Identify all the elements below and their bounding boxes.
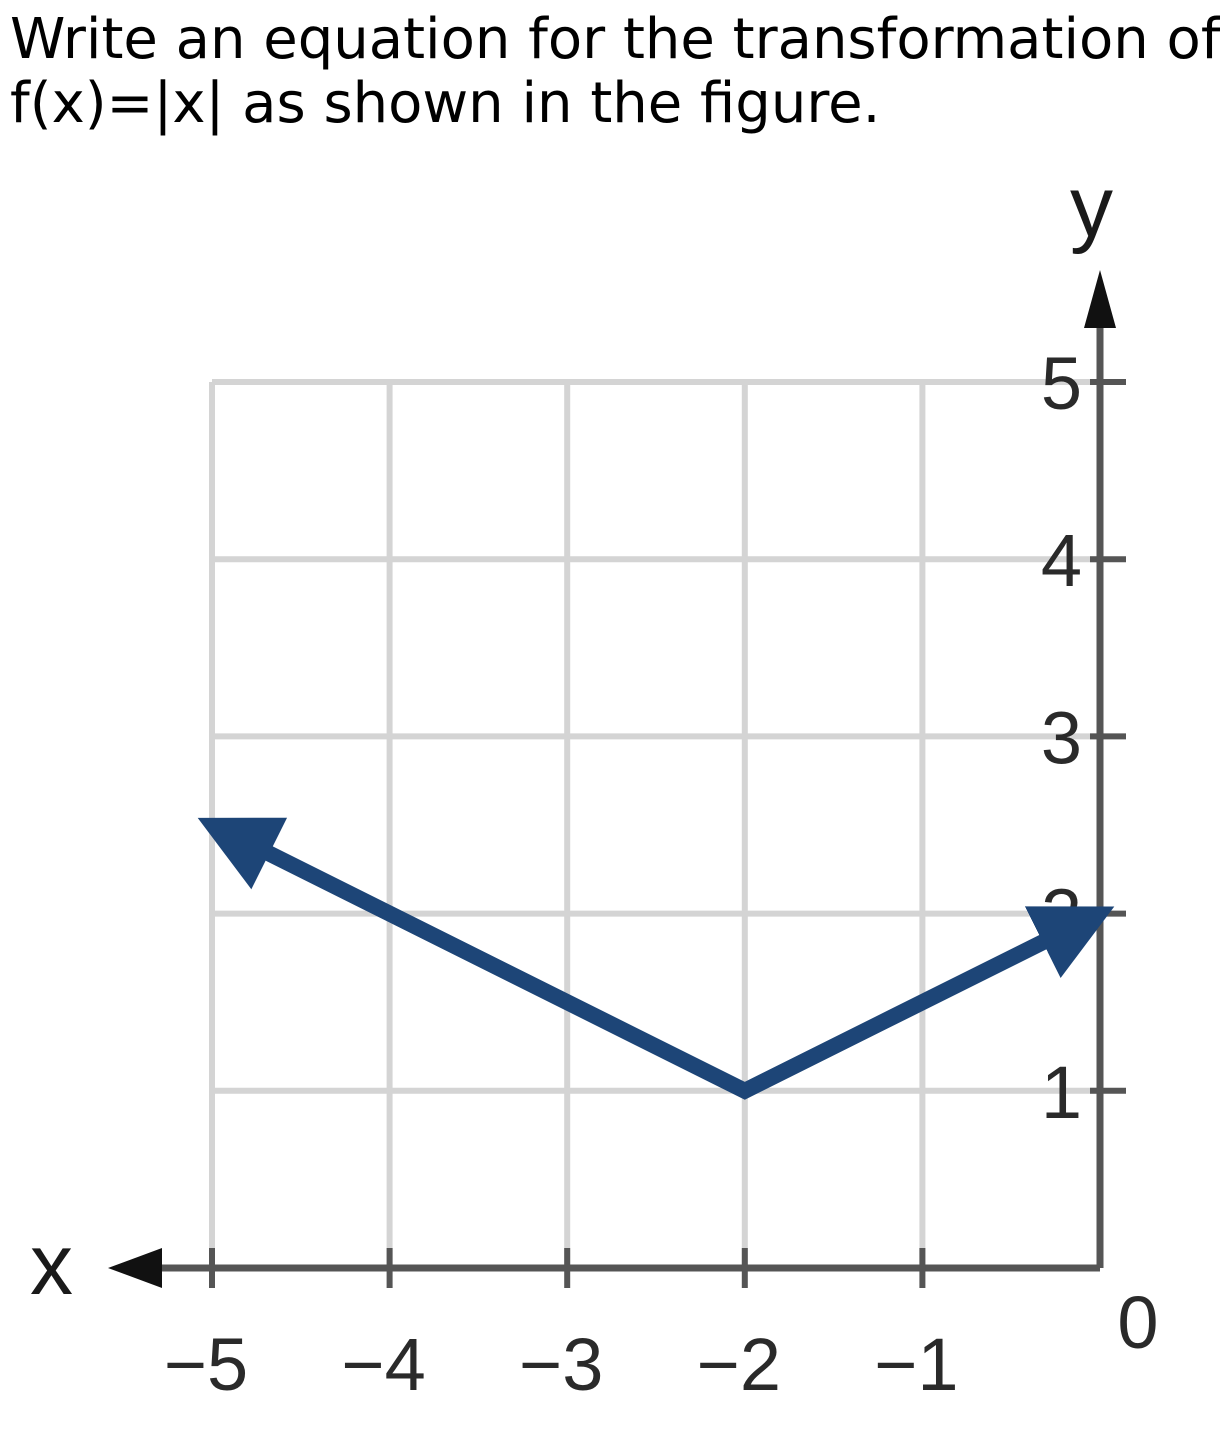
y-tick-label: 3 (1041, 696, 1082, 779)
x-tick-label: −2 (697, 1323, 781, 1406)
question-line-2: f(x)=|x| as shown in the figure. (10, 71, 881, 136)
axis-layer: x y (30, 159, 1116, 1313)
question-line-1: Write an equation for the transformation… (10, 7, 1220, 72)
y-axis-arrow-icon (1084, 270, 1116, 328)
y-tick-label: 5 (1041, 342, 1082, 425)
transformed-abs-graph-line (197, 817, 1115, 1100)
x-axis-arrow-icon (108, 1248, 162, 1288)
x-tick-label: −1 (874, 1323, 958, 1406)
x-axis-label: x (30, 1217, 73, 1313)
grid-layer (209, 379, 1100, 1268)
y-tick-label: 1 (1041, 1051, 1082, 1134)
y-tick-label: 4 (1041, 519, 1082, 602)
x-tick-label: −5 (164, 1323, 248, 1406)
question-text: Write an equation for the transformation… (10, 7, 1220, 136)
x-tick-label: −3 (519, 1323, 603, 1406)
x-tick-label: 0 (1117, 1281, 1158, 1364)
series-layer (197, 817, 1115, 1100)
y-axis-label: y (1070, 159, 1113, 255)
x-tick-label: −4 (341, 1323, 425, 1406)
